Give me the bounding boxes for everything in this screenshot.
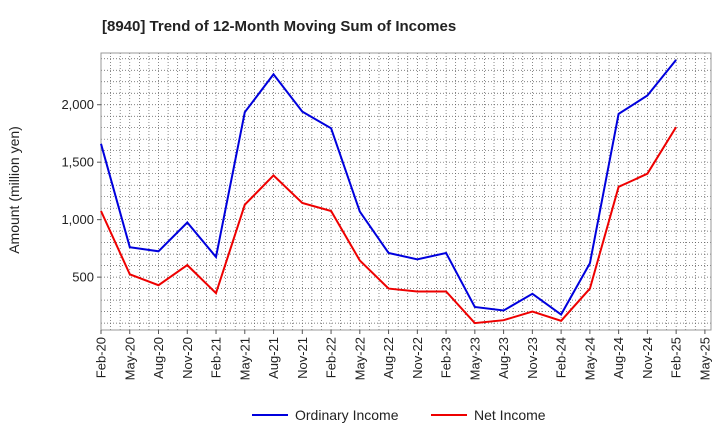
x-tick-label: Aug-20 (151, 337, 166, 379)
x-tick-label: Aug-21 (266, 337, 281, 379)
x-tick-label: Feb-22 (324, 337, 339, 378)
series-line-ordinary-income (100, 59, 677, 316)
x-tick-label: Aug-23 (496, 337, 511, 379)
y-tick-label: 1,000 (61, 212, 94, 227)
x-axis: Feb-20 May-20 Aug-20 Nov-20 Feb-21 May-21 Aug-… (94, 330, 712, 380)
x-tick-label: Feb-23 (439, 337, 454, 378)
x-tick-label: May-25 (697, 337, 712, 380)
legend-label-ordinary-income: Ordinary Income (295, 407, 399, 423)
y-axis-label: Amount (million yen) (6, 126, 22, 254)
grid (101, 53, 711, 330)
x-tick-label: Feb-25 (669, 337, 684, 378)
legend: Ordinary Income Net Income (252, 407, 546, 423)
x-tick-label: Nov-20 (180, 337, 195, 379)
chart-title: [8940] Trend of 12-Month Moving Sum of I… (102, 18, 456, 35)
series-line-net-income (100, 126, 677, 325)
plot-background (101, 53, 711, 330)
x-tick-label: Nov-23 (525, 337, 540, 379)
x-tick-label: May-22 (352, 337, 367, 380)
x-tick-label: May-24 (582, 337, 597, 380)
series-layer (100, 59, 677, 325)
plot-border (100, 52, 712, 331)
y-tick-label: 1,500 (61, 155, 94, 170)
x-tick-label: May-21 (237, 337, 252, 380)
x-tick-label: Feb-24 (554, 337, 569, 378)
y-axis: 500 1,000 1,500 2,000 (61, 97, 101, 285)
x-tick-label: Nov-22 (410, 337, 425, 379)
x-tick-label: Feb-21 (209, 337, 224, 378)
y-tick-label: 500 (72, 270, 94, 285)
legend-label-net-income: Net Income (474, 407, 546, 423)
x-tick-label: Nov-21 (295, 337, 310, 379)
x-tick-label: May-23 (467, 337, 482, 380)
x-tick-label: May-20 (122, 337, 137, 380)
x-tick-label: Feb-20 (94, 337, 109, 378)
x-tick-label: Aug-22 (381, 337, 396, 379)
plot-area (100, 52, 712, 331)
y-tick-label: 2,000 (61, 97, 94, 112)
x-tick-label: Nov-24 (640, 337, 655, 379)
x-tick-label: Aug-24 (611, 337, 626, 379)
